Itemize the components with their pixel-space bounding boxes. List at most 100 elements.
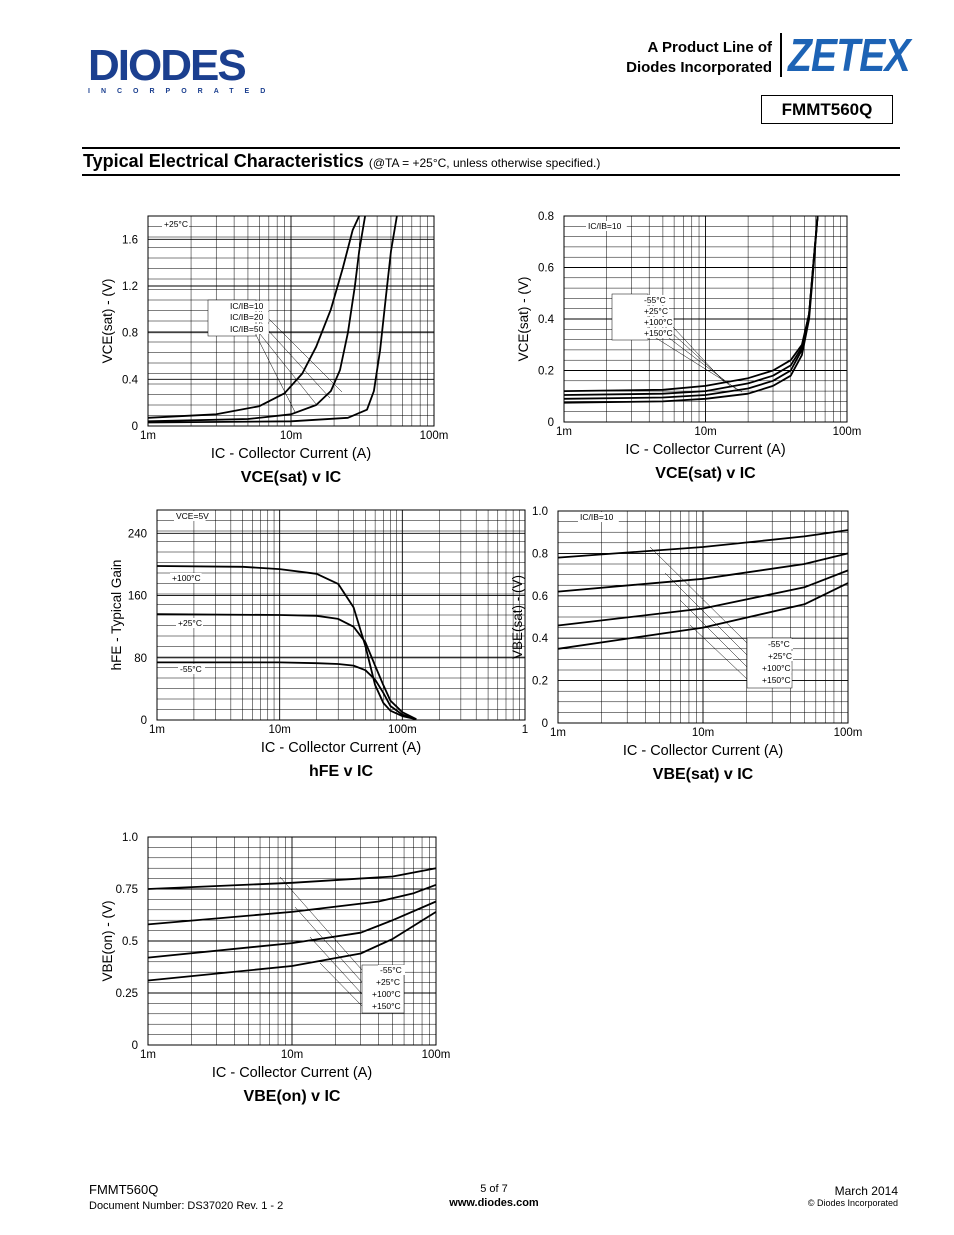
x-tick-label: 1m bbox=[149, 724, 165, 736]
y-tick-label: 0 bbox=[542, 718, 548, 730]
leader-line bbox=[649, 546, 748, 644]
leader-line bbox=[664, 572, 748, 656]
annotation-label: +25°C bbox=[768, 651, 792, 661]
annotation-label: +100°C bbox=[172, 573, 201, 583]
series-line-3 bbox=[147, 900, 437, 959]
annotation-label: IC/IB=10 bbox=[230, 301, 264, 311]
annotation-label: +100°C bbox=[372, 989, 401, 999]
series-line-1 bbox=[557, 529, 849, 559]
y-tick-label: 1.6 bbox=[122, 234, 138, 246]
y-tick-label: 0.6 bbox=[538, 263, 554, 275]
leader-line bbox=[647, 332, 743, 393]
series-line-1 bbox=[147, 867, 437, 890]
x-tick-label: 100m bbox=[834, 727, 863, 739]
annotation-label: +25°C bbox=[644, 306, 668, 316]
y-tick-label: 0.8 bbox=[538, 211, 554, 223]
y-axis-label: VCE(sat) - (V) bbox=[516, 277, 531, 362]
product-line-1: A Product Line of bbox=[647, 39, 772, 56]
series-line-2 bbox=[156, 613, 417, 721]
annotation-label: IC/IB=50 bbox=[230, 324, 264, 334]
y-axis-label: VBE(on) - (V) bbox=[100, 900, 115, 981]
annotation-label: +100°C bbox=[762, 663, 791, 673]
product-line-2: Diodes Incorporated bbox=[626, 59, 772, 76]
annotation-bg bbox=[642, 328, 674, 338]
y-tick-label: 160 bbox=[128, 591, 147, 603]
x-tick-label: 10m bbox=[281, 1049, 303, 1061]
x-tick-label: 10m bbox=[280, 430, 302, 442]
x-tick-label: 100m bbox=[422, 1049, 451, 1061]
annotation-label: -55°C bbox=[180, 664, 202, 674]
annotation-label: -55°C bbox=[380, 965, 402, 975]
x-tick-label: 10m bbox=[694, 426, 716, 438]
footer-part: FMMT560Q bbox=[89, 1182, 159, 1197]
x-tick-label: 100m bbox=[420, 430, 449, 442]
annotation-bg bbox=[176, 618, 203, 628]
annotation-bg bbox=[162, 219, 189, 229]
footer-page: 5 of 7 bbox=[480, 1183, 508, 1195]
annotation-bg bbox=[370, 989, 402, 999]
annotation-label: -55°C bbox=[644, 295, 666, 305]
annotation-bg bbox=[642, 295, 669, 305]
y-tick-label: 240 bbox=[128, 528, 147, 540]
annotation-label: -55°C bbox=[768, 639, 790, 649]
annotation-bg bbox=[370, 1001, 402, 1011]
y-tick-label: 0.5 bbox=[122, 936, 138, 948]
series-line-2 bbox=[147, 883, 437, 926]
x-axis-label: IC - Collector Current (A) bbox=[212, 1065, 372, 1081]
y-axis-label: VBE(sat) - (V) bbox=[510, 575, 525, 659]
leader-line bbox=[309, 936, 363, 995]
annotation-bg bbox=[228, 312, 269, 322]
annotation-label: IC/IB=10 bbox=[588, 221, 622, 231]
leader-line bbox=[319, 962, 363, 1007]
series-line-1 bbox=[147, 215, 361, 419]
series-line-2 bbox=[557, 552, 849, 593]
annotation-bg bbox=[378, 965, 405, 975]
series-line-1 bbox=[563, 215, 819, 392]
part-number-box: FMMT560Q bbox=[761, 95, 893, 124]
annotation-label: +25°C bbox=[376, 977, 400, 987]
y-axis-label: VCE(sat) - (V) bbox=[100, 279, 115, 364]
section-heading: Typical Electrical Characteristics (@TA … bbox=[83, 151, 600, 172]
y-tick-label: 1.2 bbox=[122, 281, 138, 293]
annotation-label: +150°C bbox=[762, 675, 791, 685]
plot-frame bbox=[147, 215, 435, 427]
series-line-4 bbox=[147, 911, 437, 982]
diodes-logo-text: DIODES bbox=[88, 41, 247, 90]
diodes-logo: DIODES INCORPORATED bbox=[88, 41, 277, 96]
diodes-logo-subtext: INCORPORATED bbox=[88, 88, 277, 95]
section-bottom-rule bbox=[82, 174, 900, 176]
annotation-bg bbox=[178, 664, 205, 674]
chart-vcesat-temp: IC/IB=10 -55°C+25°C+100°C+150°C 0 0.2 0.4 0.6… bbox=[516, 211, 861, 482]
x-tick-label: 100m bbox=[388, 724, 417, 736]
y-tick-label: 0 bbox=[132, 1040, 138, 1052]
leader-line bbox=[255, 334, 296, 413]
leader-line bbox=[294, 906, 363, 983]
annotation-bg bbox=[642, 306, 669, 316]
annotation-label: +25°C bbox=[178, 618, 202, 628]
annotation-bg bbox=[760, 675, 792, 685]
plot-frame bbox=[563, 215, 848, 423]
footer-doc-number: Document Number: DS37020 Rev. 1 - 2 bbox=[89, 1200, 284, 1212]
y-tick-label: 1.0 bbox=[532, 506, 548, 518]
annotation-bg bbox=[766, 651, 793, 661]
x-tick-label: 1m bbox=[550, 727, 566, 739]
series-line-2 bbox=[563, 215, 819, 396]
x-tick-label: 1m bbox=[556, 426, 572, 438]
annotation-bg bbox=[642, 317, 674, 327]
x-axis-label: IC - Collector Current (A) bbox=[261, 740, 421, 756]
series-line-3 bbox=[157, 661, 417, 721]
leader-line bbox=[255, 305, 343, 393]
chart-vbeon: -55°C +25°C +100°C +150°C 0 0.25 0.5 0.75 1.0 1m 1… bbox=[100, 832, 451, 1105]
chart-title: hFE v IC bbox=[309, 763, 373, 780]
y-tick-label: 0.75 bbox=[116, 884, 138, 896]
annotation-bg bbox=[374, 977, 401, 987]
y-tick-label: 0.4 bbox=[538, 314, 555, 326]
x-tick-label: 1m bbox=[140, 430, 156, 442]
y-tick-label: 0.2 bbox=[532, 676, 548, 688]
footer-website[interactable]: www.diodes.com bbox=[449, 1197, 539, 1209]
annotation-label: +150°C bbox=[372, 1001, 401, 1011]
annotation-bg bbox=[228, 324, 269, 334]
y-tick-label: 0.4 bbox=[532, 633, 549, 645]
annotation-label: +150°C bbox=[644, 328, 673, 338]
